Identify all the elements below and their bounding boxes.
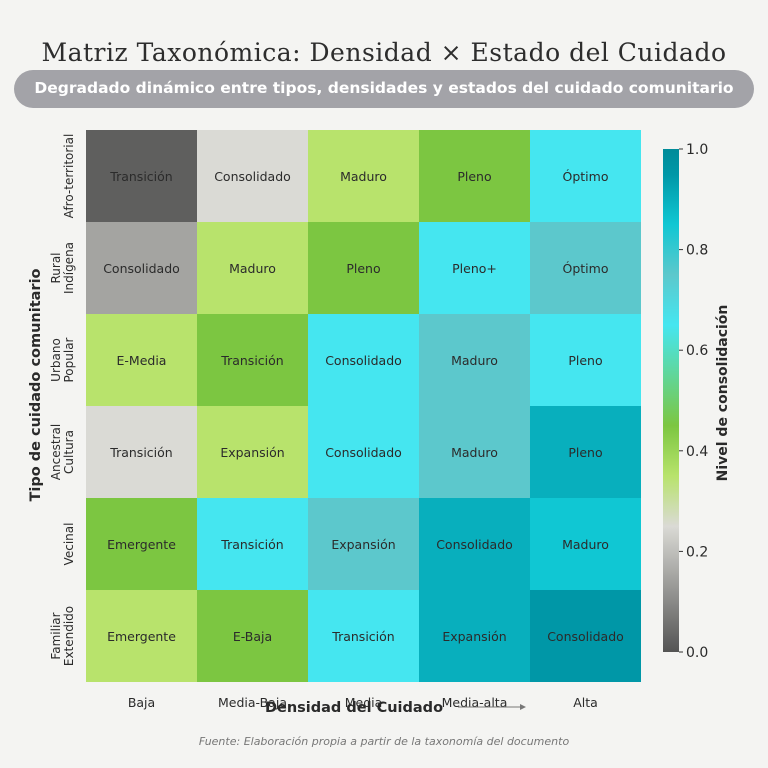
- cell-value-label: Maduro: [562, 537, 609, 552]
- heatmap-cell: [419, 314, 530, 406]
- cell-value-label: Pleno: [346, 261, 380, 276]
- heatmap-cell: [308, 406, 419, 498]
- cell-value-label: Consolidado: [325, 445, 402, 460]
- heatmap-cell: [86, 130, 197, 222]
- colorbar-tick-label: 0.0: [686, 645, 708, 661]
- source-note: Fuente: Elaboración propia a partir de l…: [198, 735, 570, 748]
- heatmap-cell: [86, 314, 197, 406]
- cell-value-label: Emergente: [107, 629, 176, 644]
- cell-value-label: Óptimo: [563, 261, 609, 276]
- cell-value-label: Transición: [331, 629, 394, 644]
- colorbar: [663, 149, 679, 652]
- heatmap-cell: [419, 406, 530, 498]
- colorbar-ticks: 0.0 0.2 0.4 0.6 0.8 1.0: [679, 142, 708, 661]
- heatmap-cell: [308, 498, 419, 590]
- heatmap-cell: [419, 130, 530, 222]
- heatmap-cell: [197, 406, 308, 498]
- heatmap-cell: [197, 222, 308, 314]
- heatmap-cell: [308, 222, 419, 314]
- y-tick-label: RuralIndígena: [49, 242, 76, 294]
- heatmap-cell: [197, 590, 308, 682]
- subtitle-pill: Degradado dinámico entre tipos, densidad…: [14, 70, 754, 108]
- cell-value-label: Consolidado: [214, 169, 291, 184]
- cell-value-label: Pleno: [457, 169, 491, 184]
- cell-value-label: Pleno: [568, 445, 602, 460]
- heatmap-cell: [308, 590, 419, 682]
- cell-value-label: Consolidado: [436, 537, 513, 552]
- cell-value-label: Transición: [109, 169, 172, 184]
- colorbar-tick-label: 0.8: [686, 243, 708, 259]
- heatmap-cell: [419, 222, 530, 314]
- y-axis-label: Tipo de cuidado comunitario: [28, 268, 44, 501]
- x-axis-ticks: Baja Media-Baja Media Media-alta Alta: [128, 695, 598, 710]
- cell-value-label: Maduro: [340, 169, 387, 184]
- cell-value-label: Maduro: [451, 353, 498, 368]
- heatmap-cell: [530, 314, 641, 406]
- x-tick-label: Media-Baja: [218, 695, 287, 710]
- cell-value-label: Óptimo: [563, 169, 609, 184]
- cell-value-label: Consolidado: [547, 629, 624, 644]
- chart-title: Matriz Taxonómica: Densidad × Estado del…: [41, 38, 727, 67]
- cell-value-label: Transición: [220, 353, 283, 368]
- heatmap-cell: [530, 222, 641, 314]
- heatmap-cell: [419, 590, 530, 682]
- colorbar-label: Nivel de consolidación: [715, 305, 731, 482]
- y-axis-ticks: Afro-territorial RuralIndígena UrbanoPopul…: [49, 134, 76, 666]
- x-tick-label: Media: [345, 695, 383, 710]
- x-tick-label: Media-alta: [442, 695, 508, 710]
- heatmap-cell: [197, 498, 308, 590]
- cell-value-label: E-Baja: [233, 629, 272, 644]
- heatmap-cell: [86, 406, 197, 498]
- cell-value-label: Maduro: [229, 261, 276, 276]
- heatmap-cell: [530, 130, 641, 222]
- y-tick-label: Afro-territorial: [62, 134, 76, 219]
- cell-value-label: E-Media: [117, 353, 167, 368]
- y-tick-label: FamiliarExtendido: [49, 606, 76, 666]
- cell-value-label: Pleno: [568, 353, 602, 368]
- heatmap-cell: [419, 498, 530, 590]
- cell-value-label: Expansión: [220, 445, 284, 460]
- colorbar-tick-label: 1.0: [686, 142, 708, 158]
- y-tick-label: AncestralCultura: [49, 424, 76, 480]
- cell-value-label: Maduro: [451, 445, 498, 460]
- arrow-right-icon: [458, 704, 526, 710]
- x-tick-label: Baja: [128, 695, 155, 710]
- cell-value-label: Expansión: [442, 629, 506, 644]
- heatmap-cell: [530, 406, 641, 498]
- heatmap-cell: [308, 314, 419, 406]
- cell-value-label: Transición: [220, 537, 283, 552]
- heatmap-cell: [86, 590, 197, 682]
- heatmap-cell: [86, 498, 197, 590]
- x-tick-label: Alta: [573, 695, 598, 710]
- colorbar-tick-label: 0.2: [686, 544, 708, 560]
- cell-value-label: Pleno+: [452, 261, 497, 276]
- y-tick-label: Vecinal: [62, 523, 76, 566]
- heatmap-cell: [530, 590, 641, 682]
- heatmap-cell: [197, 314, 308, 406]
- cell-value-label: Emergente: [107, 537, 176, 552]
- heatmap-cell: [197, 130, 308, 222]
- cell-value-label: Transición: [109, 445, 172, 460]
- colorbar-tick-label: 0.6: [686, 343, 708, 359]
- cell-value-label: Consolidado: [325, 353, 402, 368]
- heatmap-cell: [86, 222, 197, 314]
- chart-subtitle: Degradado dinámico entre tipos, densidad…: [34, 79, 734, 97]
- cell-value-label: Consolidado: [103, 261, 180, 276]
- heatmap-cells: [86, 130, 641, 682]
- heatmap-cell: [308, 130, 419, 222]
- colorbar-tick-label: 0.4: [686, 444, 708, 460]
- x-axis-label: Densidad del Cuidado: [265, 700, 443, 716]
- heatmap-cell-labels: Transición Consolidado Maduro Pleno Óptimo Co…: [103, 169, 624, 644]
- cell-value-label: Expansión: [331, 537, 395, 552]
- heatmap-cell: [530, 498, 641, 590]
- y-tick-label: UrbanoPopular: [49, 337, 76, 382]
